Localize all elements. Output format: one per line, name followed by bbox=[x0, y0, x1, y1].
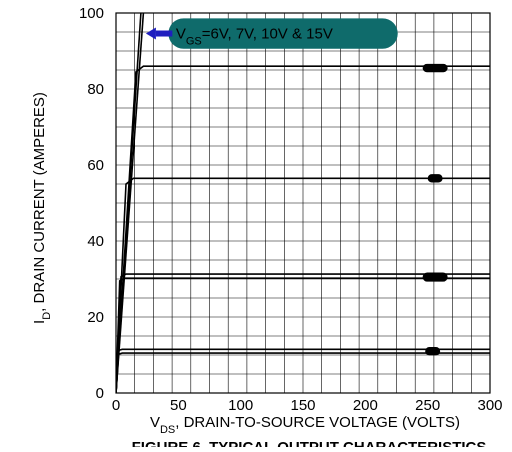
annotation-pill bbox=[168, 18, 398, 49]
x-tick-label: 150 bbox=[290, 397, 315, 414]
y-tick-label: 100 bbox=[79, 5, 104, 22]
annotation-text-sub: GS bbox=[186, 36, 202, 48]
x-axis-label-sub: DS bbox=[160, 424, 175, 436]
x-tick-label: 0 bbox=[112, 397, 120, 414]
annotation-text: VGS=6V, 7V, 10V & 15V bbox=[176, 26, 333, 48]
label-blobs bbox=[422, 63, 448, 356]
y-axis-label-prefix: I bbox=[31, 320, 48, 324]
label-blob bbox=[427, 174, 443, 183]
x-axis-label-suffix: , DRAIN-TO-SOURCE VOLTAGE (VOLTS) bbox=[175, 414, 460, 431]
annotation-text-suffix: =6V, 7V, 10V & 15V bbox=[202, 26, 333, 43]
y-tick-label: 60 bbox=[87, 157, 104, 174]
y-tick-label: 20 bbox=[87, 309, 104, 326]
annotation-arrow-head bbox=[145, 27, 156, 40]
series-line-8 bbox=[116, 13, 145, 393]
y-axis-label-sub: D bbox=[41, 312, 53, 320]
x-axis-label: VDS, DRAIN-TO-SOURCE VOLTAGE (VOLTS) bbox=[150, 414, 460, 436]
label-blob bbox=[422, 63, 448, 73]
y-tick-label: 40 bbox=[87, 233, 104, 250]
x-tick-label: 100 bbox=[228, 397, 253, 414]
tick-labels: 0 50 100 150 200 250 300 0 20 40 60 80 100 bbox=[79, 5, 503, 414]
x-axis-label-prefix: V bbox=[150, 414, 160, 431]
plot-frame bbox=[115, 12, 491, 394]
vgs-annotation: VGS=6V, 7V, 10V & 15V bbox=[145, 18, 398, 49]
y-tick-label: 80 bbox=[87, 81, 104, 98]
x-tick-label: 200 bbox=[353, 397, 378, 414]
x-tick-label: 250 bbox=[415, 397, 440, 414]
annotation-arrow-shaft bbox=[155, 30, 173, 37]
label-blob bbox=[425, 347, 441, 356]
y-tick-label: 0 bbox=[96, 385, 104, 402]
annotation-text-prefix: V bbox=[176, 26, 186, 43]
label-blob bbox=[422, 272, 448, 282]
x-tick-label: 50 bbox=[170, 397, 187, 414]
x-tick-label: 300 bbox=[477, 397, 502, 414]
y-axis-label-suffix: , DRAIN CURRENT (AMPERES) bbox=[31, 92, 48, 312]
y-axis-label: ID, DRAIN CURRENT (AMPERES) bbox=[31, 92, 53, 324]
series-group bbox=[116, 13, 490, 393]
figure-caption: FIGURE 6. TYPICAL OUTPUT CHARACTERISTICS bbox=[132, 439, 487, 447]
